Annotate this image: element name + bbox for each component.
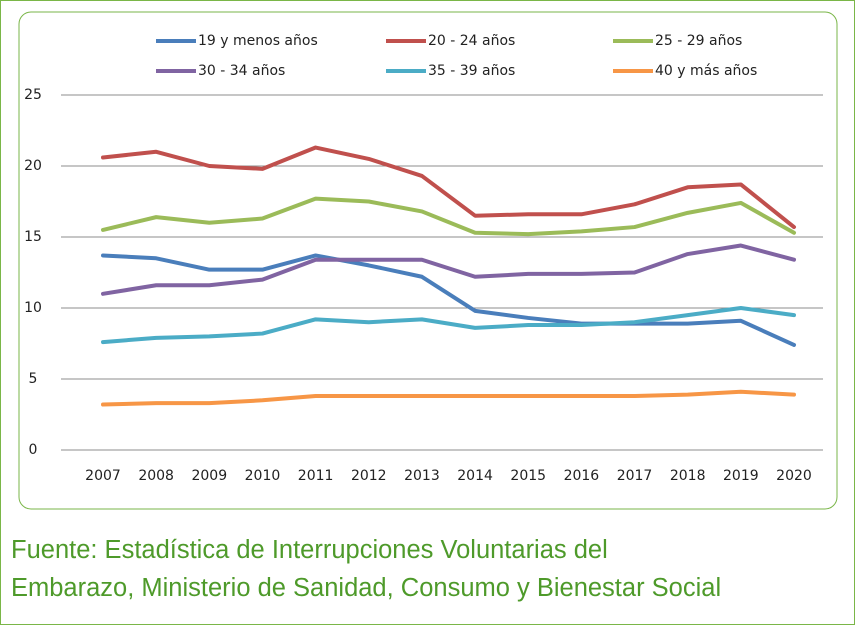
x-tick-label: 2017 bbox=[617, 468, 653, 484]
x-tick-label: 2010 bbox=[245, 468, 281, 484]
x-tick-label: 2020 bbox=[776, 468, 812, 484]
series-line bbox=[101, 243, 796, 296]
legend-label: 35 - 39 años bbox=[428, 63, 515, 79]
x-tick-label: 2014 bbox=[457, 468, 493, 484]
x-tick-label: 2016 bbox=[564, 468, 600, 484]
y-tick-label: 25 bbox=[24, 87, 42, 103]
x-tick-label: 2011 bbox=[298, 468, 334, 484]
x-tick-label: 2013 bbox=[404, 468, 440, 484]
series-line bbox=[101, 389, 796, 407]
y-tick-label: 15 bbox=[24, 229, 42, 245]
y-tick-label: 5 bbox=[29, 371, 38, 387]
y-tick-label: 20 bbox=[24, 158, 42, 174]
legend-label: 25 - 29 años bbox=[655, 33, 742, 49]
legend-label: 40 y más años bbox=[655, 63, 757, 79]
x-tick-label: 2015 bbox=[510, 468, 546, 484]
series-line bbox=[101, 196, 796, 237]
legend-label: 19 y menos años bbox=[198, 33, 318, 49]
x-tick-label: 2019 bbox=[723, 468, 759, 484]
y-tick-label: 10 bbox=[24, 300, 42, 316]
x-tick-label: 2007 bbox=[85, 468, 121, 484]
source-note: Fuente: Estadística de Interrupciones Vo… bbox=[11, 531, 851, 607]
series-line bbox=[101, 145, 796, 230]
chart: 0 5 10 15 20 25 2007 2008 2009 2010 2011 2012 2013 20… bbox=[18, 11, 838, 510]
series-line bbox=[101, 306, 796, 345]
y-tick-label: 0 bbox=[29, 442, 38, 458]
x-tick-label: 2009 bbox=[191, 468, 227, 484]
x-tick-label: 2012 bbox=[351, 468, 387, 484]
x-tick-label: 2018 bbox=[670, 468, 706, 484]
legend-label: 20 - 24 años bbox=[428, 33, 515, 49]
series-line bbox=[101, 253, 796, 347]
source-line: Fuente: Estadística de Interrupciones Vo… bbox=[11, 536, 608, 564]
x-tick-label: 2008 bbox=[138, 468, 174, 484]
legend-label: 30 - 34 años bbox=[198, 63, 285, 79]
source-line: Embarazo, Ministerio de Sanidad, Consumo… bbox=[11, 574, 722, 602]
